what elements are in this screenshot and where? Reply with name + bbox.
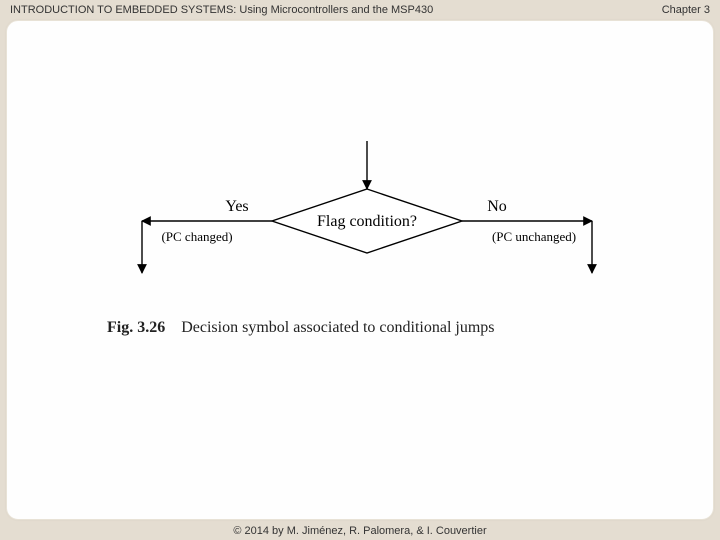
footer-copyright: © 2014 by M. Jiménez, R. Palomera, & I. … (233, 525, 486, 537)
flowchart-svg: Flag condition? Yes (PC changed) No (PC unch… (97, 141, 637, 291)
figure-3-26: Flag condition? Yes (PC changed) No (PC unch… (97, 141, 637, 337)
pc-unchanged-label: (PC unchanged) (492, 229, 576, 244)
figure-caption: Fig. 3.26 Decision symbol associated to … (107, 319, 637, 337)
no-label: No (487, 198, 507, 215)
decision-label: Flag condition? (317, 213, 417, 230)
yes-label: Yes (225, 198, 248, 215)
figure-caption-label: Fig. 3.26 (107, 319, 165, 336)
figure-caption-text: Decision symbol associated to conditiona… (181, 319, 494, 336)
slide-header: INTRODUCTION TO EMBEDDED SYSTEMS: Using … (0, 0, 720, 16)
header-chapter: Chapter 3 (662, 4, 710, 16)
content-panel: Flag condition? Yes (PC changed) No (PC unch… (6, 20, 714, 520)
header-title: INTRODUCTION TO EMBEDDED SYSTEMS: Using … (10, 4, 433, 16)
slide-footer: © 2014 by M. Jiménez, R. Palomera, & I. … (0, 525, 720, 537)
pc-changed-label: (PC changed) (161, 229, 232, 244)
